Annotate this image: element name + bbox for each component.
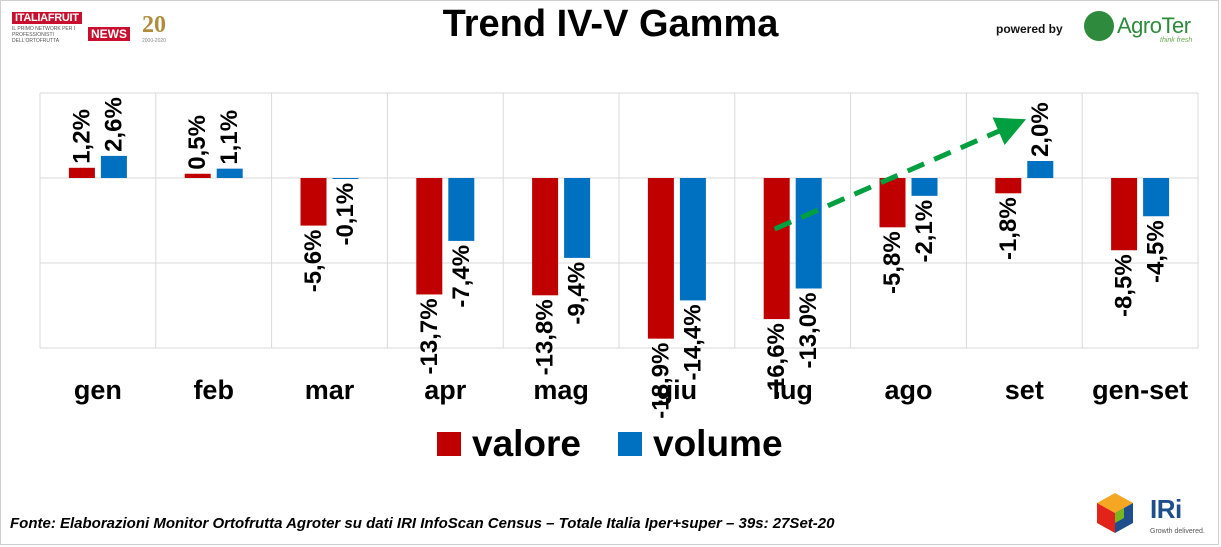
italiafruit-logo: ITALIAFRUIT IL PRIMO NETWORK PER I PROFE… (12, 12, 172, 48)
category-label-apr: apr (424, 375, 467, 405)
italiafruit-logo-top: ITALIAFRUIT (12, 12, 82, 24)
bar-volume-lug (795, 178, 822, 289)
bar-volume-mar (332, 178, 359, 179)
category-label-mar: mar (305, 375, 355, 405)
category-label-feb: feb (193, 375, 234, 405)
bar-volume-set (1027, 161, 1054, 178)
data-label-valore-gen-set: -8,5% (1111, 254, 1138, 317)
data-label-valore-mag: -13,8% (532, 299, 559, 375)
bar-volume-giu (679, 178, 706, 301)
trend-arrow (773, 117, 1027, 232)
powered-by-text: powered by (996, 22, 1063, 36)
italiafruit-logo-news: NEWS (88, 27, 130, 41)
bar-valore-mar (300, 178, 327, 226)
data-label-volume-set: 2,0% (1027, 102, 1054, 157)
legend-label-valore: valore (472, 423, 582, 464)
legend-swatch-valore (437, 432, 461, 456)
data-label-volume-gen: 2,6% (100, 97, 127, 152)
data-label-valore-gen: 1,2% (68, 109, 95, 164)
bar-volume-feb (216, 168, 243, 178)
chart-legend: valore volume (0, 422, 1221, 468)
bar-valore-gen (68, 167, 95, 178)
data-label-volume-mag: -9,4% (564, 262, 591, 325)
category-label-gen-set: gen-set (1092, 375, 1188, 405)
category-label-ago: ago (884, 375, 932, 405)
data-label-valore-apr: -13,7% (416, 298, 443, 374)
bar-valore-ago (879, 178, 906, 228)
chart-title: Trend IV-V Gamma (442, 3, 779, 45)
category-label-gen: gen (74, 375, 122, 405)
bar-valore-mag (532, 178, 559, 296)
bar-volume-gen (100, 155, 127, 178)
bar-volume-gen-set (1143, 178, 1170, 217)
iri-cube-icon (1097, 493, 1133, 533)
category-label-lug: lug (772, 375, 813, 405)
data-label-volume-ago: -2,1% (911, 200, 938, 263)
data-label-valore-feb: 0,5% (184, 115, 211, 170)
chart-category-labels: gen feb mar apr mag giu lug ago set gen-set (74, 375, 1188, 405)
agroter-tree-icon (1084, 11, 1114, 41)
data-label-volume-gen-set: -4,5% (1143, 220, 1170, 283)
iri-logo-name: IRi (1150, 494, 1182, 524)
chart-grid (39, 92, 1199, 349)
bar-valore-lug (763, 178, 790, 320)
bar-volume-mag (564, 178, 591, 258)
bar-volume-ago (911, 178, 938, 196)
chart-bars (68, 155, 1170, 339)
data-label-valore-ago: -5,8% (879, 231, 906, 294)
data-label-valore-giu: -18,9% (647, 343, 674, 419)
italiafruit-logo-20: 20 (142, 12, 166, 38)
bar-valore-apr (416, 178, 443, 295)
bar-chart: 1,2% 2,6% 0,5% 1,1% -5,6%-0,1% -13,7%-7,4% -13… (39, 92, 1199, 419)
italiafruit-logo-subtitle: IL PRIMO NETWORK PER I PROFESSIONISTI DE… (12, 26, 76, 44)
agroter-logo-tagline: think fresh (1160, 37, 1193, 44)
data-label-volume-lug: -13,0% (795, 293, 822, 369)
category-label-mag: mag (533, 375, 589, 405)
legend-label-volume: volume (653, 423, 783, 464)
legend-swatch-volume (618, 432, 642, 456)
bar-valore-gen-set (1111, 178, 1138, 251)
data-label-valore-lug: -16,6% (763, 323, 790, 399)
data-label-volume-mar: -0,1% (332, 183, 359, 246)
iri-logo-tagline: Growth delivered. (1150, 528, 1205, 535)
data-label-volume-apr: -7,4% (448, 245, 475, 308)
bar-valore-giu (647, 178, 674, 339)
chart-data-labels: 1,2% 2,6% 0,5% 1,1% -5,6%-0,1% -13,7%-7,4% -13… (68, 97, 1169, 419)
source-footnote: Fonte: Elaborazioni Monitor Ortofrutta A… (10, 515, 835, 532)
data-label-valore-set: -1,8% (995, 197, 1022, 260)
category-label-set: set (1005, 375, 1044, 405)
data-label-volume-giu: -14,4% (679, 304, 706, 380)
agroter-logo-name: AgroTer (1117, 13, 1191, 38)
bar-valore-set (995, 178, 1022, 194)
data-label-volume-feb: 1,1% (216, 110, 243, 165)
data-label-valore-mar: -5,6% (300, 230, 327, 293)
italiafruit-logo-years: 2000-2020 (142, 38, 166, 44)
bar-valore-feb (184, 173, 211, 178)
bar-volume-apr (448, 178, 475, 241)
category-label-giu: giu (657, 375, 698, 405)
